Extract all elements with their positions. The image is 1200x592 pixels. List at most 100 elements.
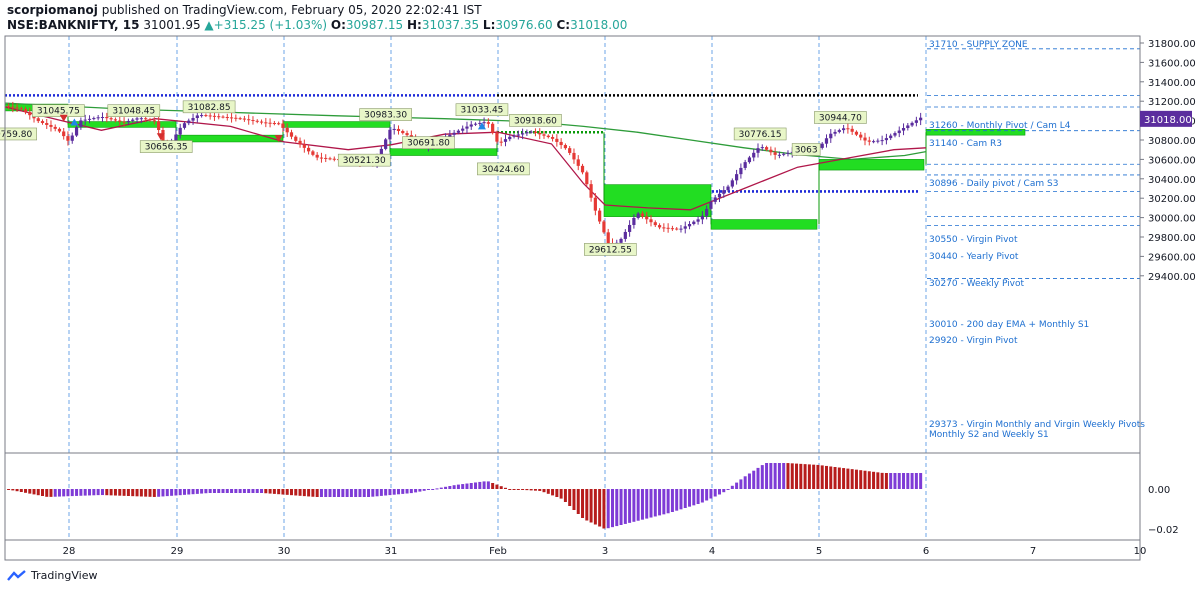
osc-bar (850, 469, 854, 489)
osc-bar (57, 489, 61, 497)
candle-up (893, 133, 897, 136)
osc-bar (807, 464, 811, 489)
price-tick-label: 31800.00 (1148, 39, 1196, 50)
osc-bar (362, 489, 366, 497)
osc-bar (795, 463, 799, 489)
candle-down (670, 228, 675, 230)
candle-down (221, 116, 225, 118)
osc-bar (439, 487, 443, 489)
osc-bar (765, 463, 769, 489)
osc-bar (170, 489, 174, 496)
candle-down (242, 118, 247, 120)
candle-up (70, 135, 74, 141)
candle-up (191, 118, 195, 121)
osc-bar (842, 468, 846, 489)
candle-up (452, 132, 456, 135)
candle-down (212, 115, 217, 117)
osc-bar (268, 489, 272, 494)
price-tick-label: 31200.00 (1148, 97, 1196, 108)
candle-up (726, 186, 730, 191)
candle-down (585, 172, 589, 185)
candle-up (743, 162, 747, 168)
osc-bar (75, 489, 79, 496)
candle-up (632, 217, 636, 225)
candle-up (636, 213, 640, 218)
price-tick-label: 30600.00 (1148, 155, 1196, 166)
osc-bar (298, 489, 302, 496)
candle-down (572, 152, 576, 160)
osc-bar (289, 489, 293, 496)
candle-up (74, 127, 79, 136)
swing-label-box (359, 108, 412, 121)
candle-up (692, 221, 696, 225)
candle-down (576, 159, 580, 166)
candle-down (550, 137, 555, 139)
candle-up (824, 138, 829, 144)
level-label: 29373 - Virgin Monthly and Virgin Weekly… (929, 420, 1145, 430)
osc-bar (144, 489, 148, 497)
swing-label: 30691.80 (407, 139, 450, 149)
osc-bar (820, 465, 824, 489)
price-tick-label: 30400.00 (1148, 175, 1196, 186)
osc-bar (204, 489, 208, 494)
swing-label-box (32, 104, 85, 117)
osc-bar (388, 489, 392, 496)
swing-label: 3063 (795, 145, 818, 155)
osc-bar (431, 489, 435, 490)
osc-bar (230, 489, 234, 493)
candle-up (96, 117, 100, 119)
osc-bar (598, 489, 602, 527)
candle-down (649, 219, 653, 223)
price-tick-label: 31600.00 (1148, 58, 1196, 69)
swing-label: 31082.85 (188, 103, 231, 113)
osc-bar (264, 489, 268, 494)
candle-down (396, 128, 401, 132)
osc-bar (653, 489, 657, 517)
osc-bar (414, 489, 418, 493)
candle-down (666, 227, 670, 229)
time-tick-label: 6 (923, 546, 929, 557)
symbol-label[interactable]: NSE:BANKNIFTY, 15 (7, 18, 140, 32)
osc-tick-label: 0.00 (1148, 485, 1170, 496)
osc-bar (358, 489, 362, 497)
osc-bar (238, 489, 242, 493)
candle-down (640, 213, 645, 217)
level-label: 30440 - Yearly Pivot (929, 252, 1019, 262)
osc-bar (45, 489, 49, 497)
candle-down (28, 112, 32, 116)
candle-down (6, 106, 11, 108)
candle-down (45, 123, 49, 125)
osc-bar (529, 489, 533, 491)
osc-bar (568, 489, 572, 506)
brand-name[interactable]: TradingView (31, 569, 98, 582)
author-name[interactable]: scorpiomanoj (7, 3, 98, 17)
osc-bar (914, 473, 918, 489)
swing-label-box (584, 243, 637, 256)
high-label: H: (406, 18, 422, 32)
low-label: L: (482, 18, 496, 32)
sell-arrow-icon (156, 133, 165, 141)
candle-up (880, 140, 884, 142)
candle-up (777, 154, 782, 156)
osc-bar (41, 489, 44, 496)
swing-label: 31033.45 (460, 106, 503, 116)
osc-bar (435, 488, 439, 490)
osc-bar (469, 483, 473, 489)
swing-label: 30944.70 (819, 113, 862, 123)
candle-down (593, 197, 597, 211)
time-tick-label: 3 (602, 546, 608, 557)
osc-bar (730, 485, 734, 489)
candle-down (36, 118, 40, 122)
osc-bar (109, 489, 113, 496)
osc-bar (649, 489, 653, 518)
candle-up (187, 120, 191, 124)
level-label: 31140 - Cam R3 (929, 139, 1002, 149)
candle-up (679, 228, 683, 230)
time-tick-label: 10 (1134, 546, 1147, 557)
level-label: 30270 - Weekly Pivot (929, 279, 1025, 289)
price-tick-label: 31400.00 (1148, 78, 1196, 89)
level-label: Monthly S2 and Weekly S1 (929, 430, 1049, 440)
candle-down (53, 126, 57, 129)
osc-bar (491, 483, 495, 489)
